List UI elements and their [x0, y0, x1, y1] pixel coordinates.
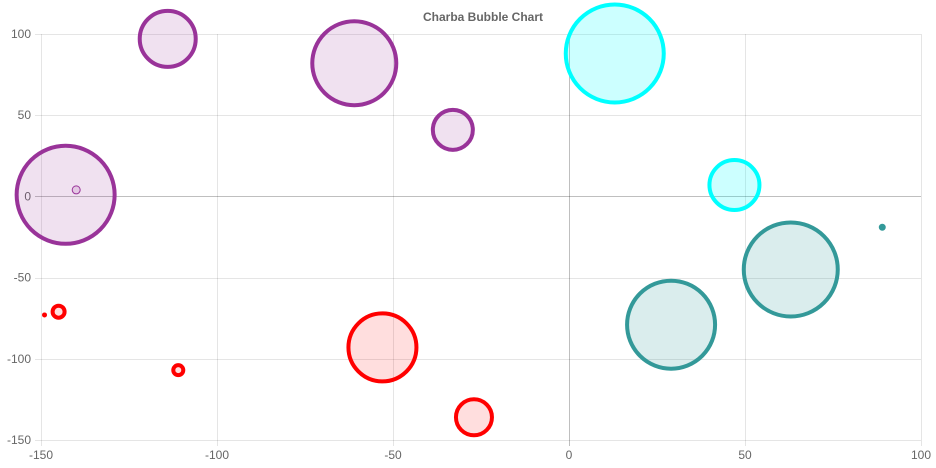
x-tick-label: 100	[911, 448, 931, 462]
bubble	[430, 107, 475, 152]
bubble	[137, 8, 198, 69]
bubble	[171, 363, 186, 378]
x-tick-label: -150	[29, 448, 53, 462]
x-tick-label: 0	[566, 448, 573, 462]
bubble	[346, 311, 419, 384]
y-axis-ticks: 100 50 0 -50 -100 -150	[7, 27, 31, 447]
x-tick-label: 50	[738, 448, 752, 462]
x-tick-label: -100	[205, 448, 229, 462]
x-axis-ticks: -150 -100 -50 0 50 100	[29, 448, 931, 462]
bubble	[71, 185, 81, 195]
bubble	[453, 397, 494, 438]
chart-title: Charba Bubble Chart	[423, 10, 543, 24]
y-tick-label: -150	[7, 433, 31, 447]
x-tick-label: -50	[384, 448, 402, 462]
bubble	[625, 278, 718, 371]
bubble	[310, 19, 399, 108]
bubbles	[14, 2, 886, 438]
bubble	[741, 220, 840, 319]
y-tick-label: 0	[24, 189, 31, 203]
bubble	[50, 303, 67, 320]
y-tick-label: 50	[18, 108, 32, 122]
y-tick-label: -50	[14, 271, 32, 285]
bubble	[42, 312, 48, 318]
bubble	[707, 158, 762, 213]
bubble	[563, 2, 666, 105]
bubble	[14, 143, 117, 246]
y-tick-label: -100	[7, 352, 31, 366]
bubble	[878, 223, 886, 231]
y-tick-label: 100	[11, 27, 31, 41]
grid-lines	[35, 34, 922, 446]
